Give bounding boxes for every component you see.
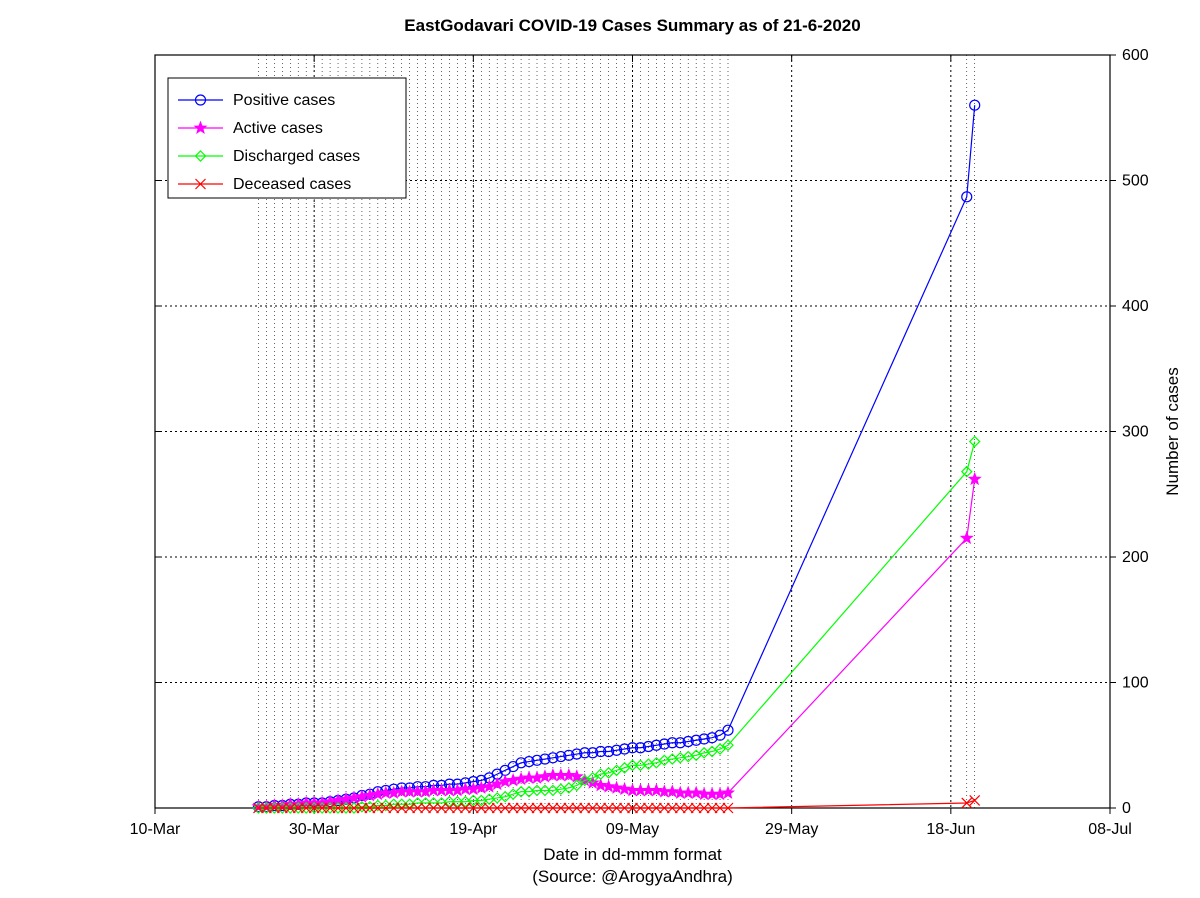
x-tick-label: 30-Mar (289, 821, 340, 838)
y-tick-label: 400 (1122, 298, 1149, 315)
legend-label: Discharged cases (233, 148, 360, 165)
x-tick-label: 09-May (606, 821, 659, 838)
y-tick-label: 500 (1122, 173, 1149, 190)
legend-label: Active cases (233, 120, 323, 137)
x-label: Date in dd-mmm format (543, 845, 722, 864)
y-tick-label: 0 (1122, 800, 1131, 817)
x-tick-label: 29-May (765, 821, 818, 838)
legend: Positive cases Active cases Discharged cas… (168, 78, 406, 198)
chart-container: 0 100 200 300 400 500 600 10-Mar 30-Mar 19-Apr 09-… (0, 0, 1200, 898)
x-sublabel: (Source: @ArogyaAndhra) (532, 867, 733, 886)
y-tick-label: 100 (1122, 675, 1149, 692)
y-tick-label: 200 (1122, 549, 1149, 566)
legend-label: Positive cases (233, 92, 335, 109)
x-tick-label: 18-Jun (926, 821, 975, 838)
x-tick-label: 19-Apr (449, 821, 498, 838)
x-tick-label: 08-Jul (1088, 821, 1132, 838)
y-tick-label: 600 (1122, 47, 1149, 64)
chart-title: EastGodavari COVID-19 Cases Summary as o… (404, 16, 860, 35)
x-tick-label: 10-Mar (130, 821, 181, 838)
legend-label: Deceased cases (233, 176, 351, 193)
y-label: Number of cases (1163, 367, 1182, 496)
y-tick-label: 300 (1122, 424, 1149, 441)
chart-svg: 0 100 200 300 400 500 600 10-Mar 30-Mar 19-Apr 09-… (0, 0, 1200, 898)
